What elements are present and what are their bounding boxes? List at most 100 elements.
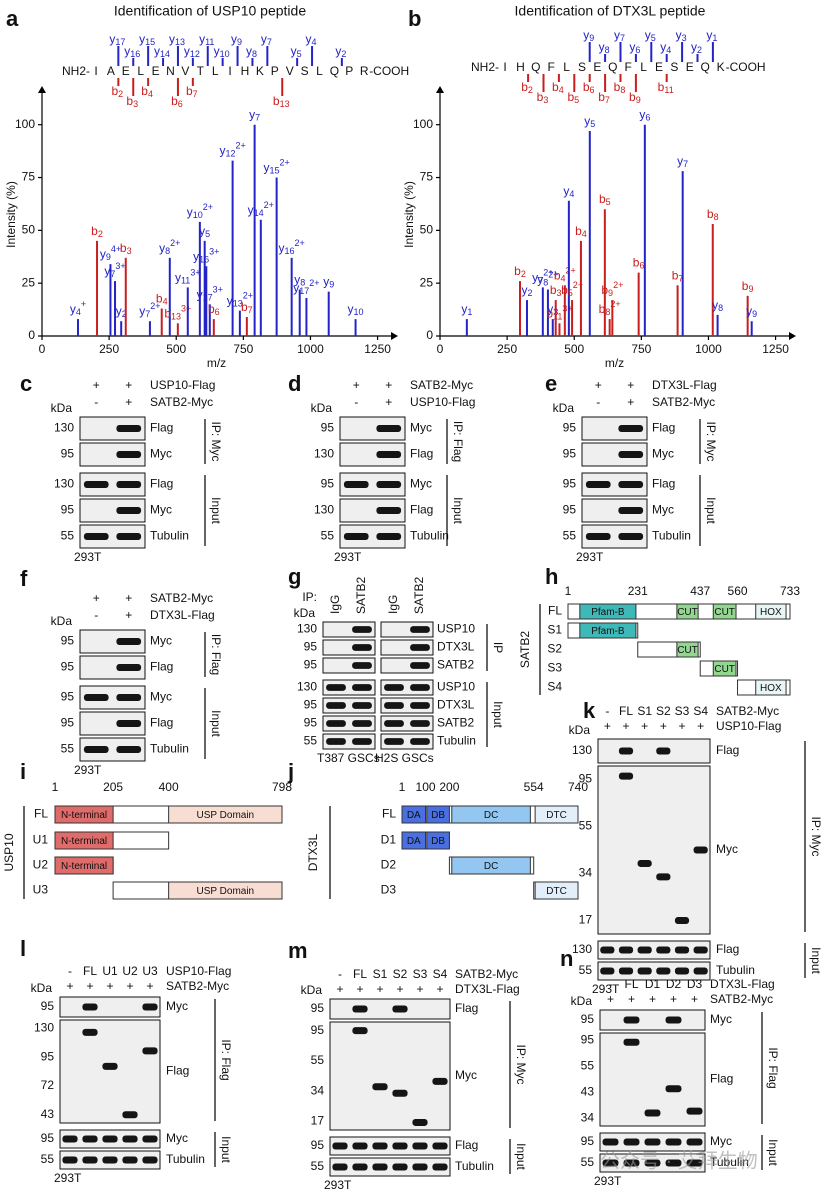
band (352, 720, 372, 727)
peak-label: b4 (156, 292, 168, 307)
blot-strip (322, 621, 376, 638)
label-part: 7 (193, 89, 198, 99)
y-ion-label: y10 (214, 44, 230, 59)
band (352, 1027, 368, 1035)
label-part: 4 (582, 229, 587, 239)
x-tick-label: 1000 (695, 342, 722, 356)
label-part: 10 (220, 49, 230, 59)
label-part: y (645, 28, 651, 42)
x-tick-label: 500 (564, 342, 584, 356)
header-label: DTX3L-Flag (652, 378, 717, 392)
y-ion-label: y4 (306, 32, 317, 47)
blot-strip (380, 733, 434, 750)
domain-label: CUT (714, 664, 735, 675)
label-part: b (672, 268, 679, 282)
band (122, 1156, 138, 1164)
band (326, 684, 346, 691)
label-part: 7 (678, 274, 683, 284)
kda-marker: 95 (321, 477, 335, 491)
blot-strip (339, 472, 406, 497)
blot-strip (581, 442, 648, 467)
cell-line: 293T (74, 550, 102, 564)
label-part: 2 (527, 288, 532, 298)
label-part: y (537, 273, 543, 287)
peak-label: b4 (575, 224, 587, 239)
row-label: Flag (652, 421, 675, 435)
label-part: 4 (559, 85, 564, 95)
residue: E (686, 60, 694, 74)
lane-label: + (125, 378, 132, 392)
kda-marker: 95 (61, 690, 75, 704)
band (352, 1005, 368, 1013)
band (412, 1118, 428, 1126)
label-part: 3+ (562, 304, 572, 314)
label-part: 4 (312, 37, 317, 47)
band (83, 746, 109, 753)
label-part: 3+ (181, 304, 191, 314)
panel-letter: d (288, 371, 301, 396)
band (116, 638, 142, 645)
x-tick-label: 0 (39, 342, 46, 356)
label-part: 2+ (613, 280, 623, 290)
label-part: b (583, 80, 590, 94)
label-part: y (124, 44, 130, 58)
label-part: y (187, 205, 193, 219)
peak-label: y72+ (532, 268, 553, 286)
band (83, 481, 109, 488)
band (693, 967, 708, 975)
b-ion-label: b13 (273, 94, 290, 109)
label-part: 2 (98, 229, 103, 239)
kda-marker: 95 (321, 421, 335, 435)
band (82, 1156, 98, 1164)
b-ion-label: b2 (111, 84, 123, 99)
label-part: 9 (752, 310, 757, 320)
peptide-terminus: NH2- (471, 60, 499, 74)
row-label: Flag (716, 942, 739, 956)
band (392, 1163, 408, 1171)
band (83, 694, 109, 701)
label-part: 9 (237, 37, 242, 47)
blot-strip (597, 738, 711, 764)
lane-label: D2 (666, 977, 682, 991)
label-part: 17 (203, 293, 213, 303)
label-part: 2 (521, 269, 526, 279)
label-part: b (91, 224, 98, 238)
lane-label: S3 (413, 967, 428, 981)
b-ion-label: b7 (186, 84, 198, 99)
kda-label: kDa (311, 401, 333, 415)
row-label: Tubulin (716, 963, 755, 977)
band (410, 738, 430, 745)
kda-marker: 55 (304, 734, 318, 748)
band (600, 946, 615, 954)
label-part: b (208, 302, 215, 316)
peak-label: b8 (707, 207, 719, 222)
residue: L (137, 64, 144, 78)
residue: E (655, 60, 663, 74)
lane-label: + (376, 982, 383, 996)
header-label: SATB2-Myc (710, 992, 773, 1006)
row-label: Myc (410, 477, 432, 491)
kda-marker: 130 (54, 477, 74, 491)
label-part: + (81, 299, 86, 309)
blot-strip (339, 442, 406, 467)
y-tick-label: 100 (413, 117, 433, 131)
cell-line: 293T (334, 550, 362, 564)
peak-label: y94+ (100, 245, 121, 263)
blot-strip (380, 657, 434, 674)
label-part: 3 (133, 99, 138, 109)
lane-label: + (595, 378, 602, 392)
row-label: Tubulin (150, 742, 189, 756)
lane-label: + (146, 979, 153, 993)
label-part: b (575, 224, 582, 238)
row-label: D2 (381, 858, 397, 872)
lane-label: - (68, 964, 72, 978)
kda-marker: 34 (311, 1083, 325, 1097)
header-label: DTX3L-Flag (150, 608, 215, 622)
label-part: 16 (199, 255, 209, 265)
row-label: U2 (33, 858, 49, 872)
label-part: 13 (233, 299, 243, 309)
peak-label: y10 (348, 302, 364, 317)
blot-strip (79, 655, 146, 680)
row-label: USP10 (437, 622, 475, 636)
y-ion-label: y8 (599, 40, 610, 55)
